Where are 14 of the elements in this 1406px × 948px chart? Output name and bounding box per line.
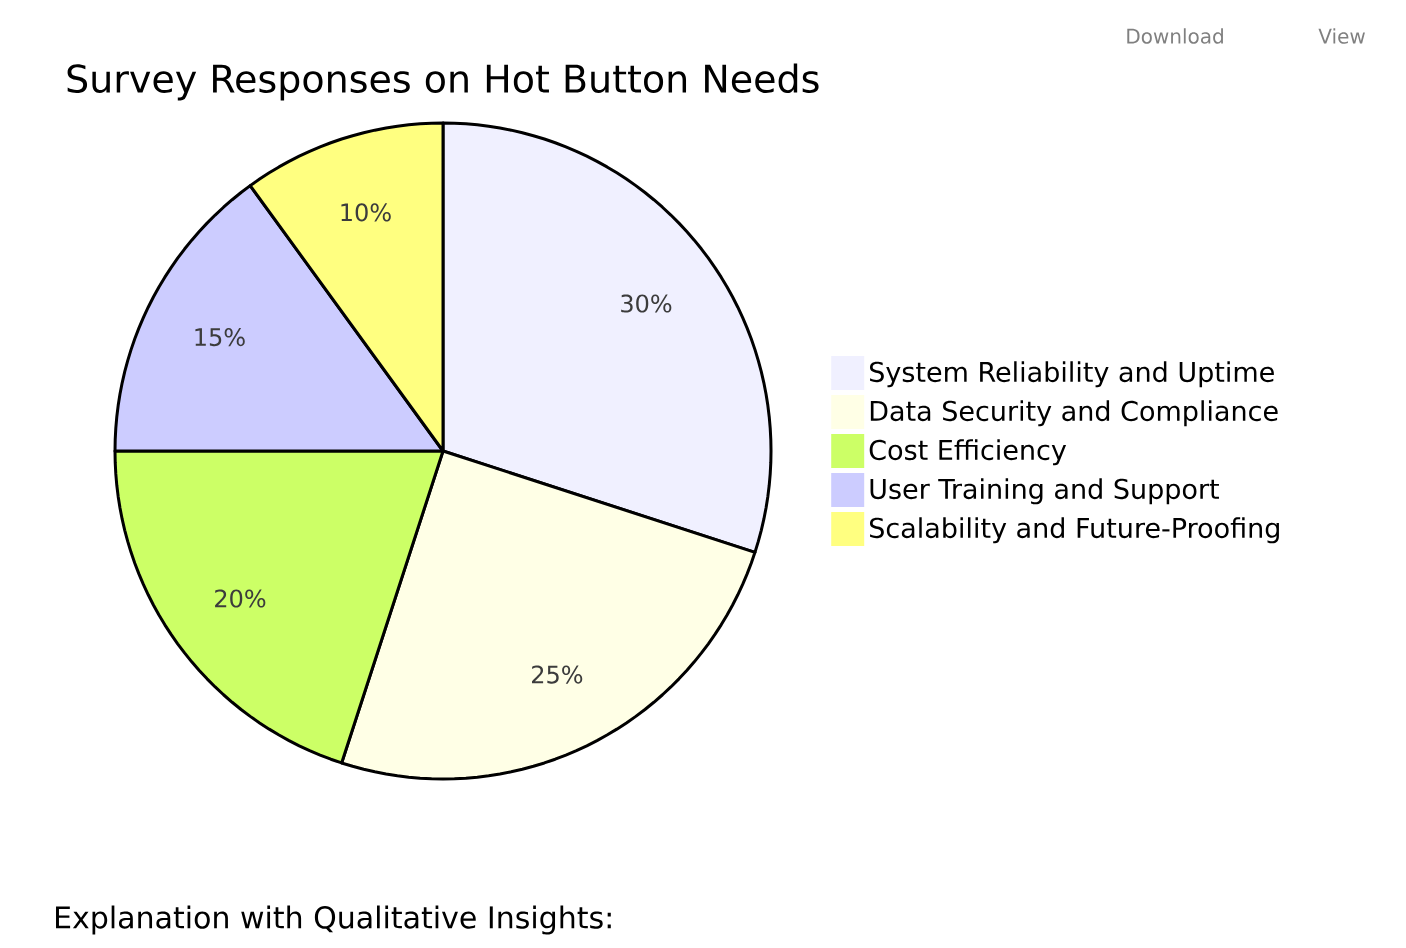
slice-label: System Reliability and Uptime xyxy=(869,361,1274,388)
chart-title: Survey Responses on Hot Button Needs xyxy=(67,63,819,101)
data-label: 15% xyxy=(195,328,245,347)
legend-label: User Training and Support xyxy=(870,478,1219,505)
data-label: 30% xyxy=(621,294,672,313)
text: View xyxy=(1318,28,1365,44)
data-label: 20% xyxy=(215,589,266,608)
legend-label: Data Security and Compliance xyxy=(870,400,1278,427)
data-label: 10% xyxy=(341,203,391,222)
text: Download xyxy=(1127,28,1223,44)
legend-label: Cost Efficiency xyxy=(869,439,1067,466)
text: Explanation with Qualitative Insights: xyxy=(56,905,611,935)
data-label: 25% xyxy=(532,665,583,684)
legend-label: Scalability and Future-Proofing xyxy=(869,517,1279,544)
